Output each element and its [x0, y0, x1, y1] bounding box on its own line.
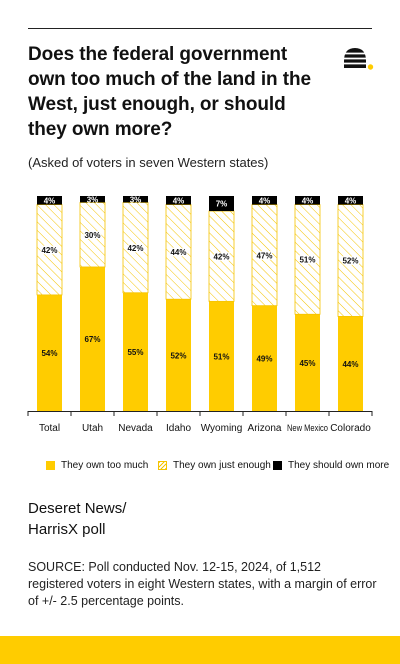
data-label-just-enough-new-mexico: 51% — [299, 256, 315, 265]
data-label-just-enough-arizona: 47% — [256, 251, 272, 260]
bar-just-enough-idaho — [165, 204, 192, 300]
legend: They own too much They own just enough T… — [0, 460, 400, 476]
bar-too-much-utah — [80, 266, 105, 411]
bar-own-more-nevada — [123, 196, 148, 203]
data-label-own-more-utah: 3% — [87, 195, 99, 204]
credit-line-1: Deseret News/ — [28, 500, 127, 517]
chart-title: Does the federal government own too much… — [28, 44, 311, 140]
top-rule — [28, 28, 372, 29]
category-label-wyoming: Wyoming — [201, 423, 243, 434]
brand-band — [0, 636, 400, 664]
data-label-too-much-total: 54% — [41, 349, 57, 358]
bar-too-much-arizona — [252, 305, 277, 411]
bar-too-much-wyoming — [209, 301, 234, 411]
category-label-colorado: Colorado — [330, 423, 371, 434]
bar-too-much-colorado — [338, 316, 363, 411]
legend-item-just-enough: They own just enough — [158, 460, 271, 471]
bar-too-much-nevada — [123, 292, 148, 411]
bar-just-enough-arizona — [251, 204, 278, 307]
bar-own-more-colorado — [338, 196, 363, 205]
bar-just-enough-nevada — [122, 202, 149, 294]
category-label-nevada: Nevada — [118, 423, 153, 434]
bar-just-enough-new-mexico — [294, 204, 321, 315]
legend-swatch-own-more — [273, 461, 282, 470]
data-label-own-more-new-mexico: 4% — [302, 197, 314, 206]
bar-own-more-idaho — [166, 196, 191, 205]
data-label-own-more-wyoming: 7% — [216, 200, 228, 209]
data-label-too-much-idaho: 52% — [170, 351, 186, 360]
data-label-too-much-wyoming: 51% — [213, 352, 229, 361]
chart-subtitle: (Asked of voters in seven Western states… — [28, 155, 269, 170]
legend-swatch-too-much — [46, 461, 55, 470]
bar-own-more-wyoming — [209, 196, 234, 212]
legend-label-too-much: They own too much — [61, 460, 149, 471]
bar-own-more-new-mexico — [295, 196, 320, 205]
data-label-own-more-idaho: 4% — [173, 197, 185, 206]
data-label-too-much-arizona: 49% — [256, 355, 272, 364]
data-label-just-enough-wyoming: 42% — [213, 252, 229, 261]
data-label-own-more-nevada: 3% — [130, 195, 142, 204]
credit: Deseret News/ HarrisX poll — [28, 498, 126, 540]
bar-own-more-arizona — [252, 196, 277, 205]
legend-label-own-more: They should own more — [288, 460, 390, 471]
data-label-own-more-arizona: 4% — [259, 197, 271, 206]
category-label-new-mexico: New Mexico — [287, 423, 328, 433]
data-label-own-more-colorado: 4% — [345, 197, 357, 206]
data-label-just-enough-total: 42% — [41, 246, 57, 255]
data-label-own-more-total: 4% — [44, 197, 56, 206]
credit-line-2: HarrisX poll — [28, 521, 106, 538]
data-label-too-much-colorado: 44% — [342, 360, 358, 369]
category-label-arizona: Arizona — [248, 423, 282, 434]
bar-too-much-total — [37, 294, 62, 411]
data-label-just-enough-nevada: 42% — [127, 244, 143, 253]
data-label-too-much-nevada: 55% — [127, 348, 143, 357]
data-label-too-much-utah: 67% — [84, 335, 100, 344]
legend-label-just-enough: They own just enough — [173, 460, 271, 471]
bar-own-more-total — [37, 196, 62, 205]
category-label-total: Total — [39, 423, 60, 434]
data-label-just-enough-utah: 30% — [84, 231, 100, 240]
bar-just-enough-wyoming — [208, 210, 235, 302]
data-label-just-enough-idaho: 44% — [170, 248, 186, 257]
bar-just-enough-colorado — [337, 204, 364, 317]
bar-own-more-utah — [80, 196, 105, 203]
category-label-utah: Utah — [82, 423, 103, 434]
legend-item-too-much: They own too much — [46, 460, 148, 471]
beehive-icon — [344, 48, 374, 70]
bar-just-enough-total — [36, 204, 63, 296]
data-label-too-much-new-mexico: 45% — [299, 359, 315, 368]
source-note: SOURCE: Poll conducted Nov. 12-15, 2024,… — [28, 560, 377, 608]
category-label-idaho: Idaho — [166, 423, 191, 434]
data-label-just-enough-colorado: 52% — [342, 257, 358, 266]
legend-swatch-just-enough — [158, 461, 167, 470]
bar-too-much-idaho — [166, 299, 191, 411]
stacked-bar-chart: 54% 42% 4% 67% 30% 3% 55% 42% 3% 52% 44% 4% 51% 42% 7%… — [27, 195, 373, 434]
bar-too-much-new-mexico — [295, 314, 320, 411]
legend-item-own-more: They should own more — [273, 460, 389, 471]
